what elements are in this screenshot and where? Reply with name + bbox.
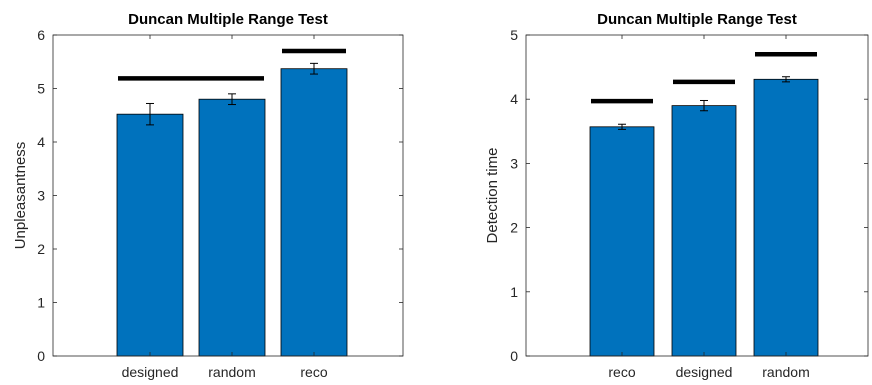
- error-bar-reco: [618, 123, 626, 130]
- unpleasantness-chart: Duncan Multiple Range Test Unpleasantness…: [12, 11, 404, 380]
- y-tick-label: 1: [37, 295, 45, 311]
- y-tick-label: 5: [37, 81, 45, 97]
- x-tick-label-random: random: [762, 364, 809, 380]
- y-axis-label: Detection time: [484, 148, 501, 244]
- x-tick-label-reco: reco: [300, 364, 327, 380]
- y-tick-label: 3: [37, 188, 45, 204]
- bar-reco: [589, 126, 655, 357]
- y-tick-label: 0: [37, 348, 45, 364]
- y-tick-label: 1: [510, 284, 518, 300]
- error-bar-designed: [700, 99, 708, 112]
- bar-random: [753, 78, 819, 357]
- bar-designed: [116, 113, 184, 357]
- error-bar-random: [228, 93, 236, 106]
- y-tick-label: 0: [510, 348, 518, 364]
- bar-random: [198, 98, 266, 357]
- y-tick-label: 2: [37, 241, 45, 257]
- y-tick-label: 3: [510, 155, 518, 171]
- y-axis-label: Unpleasantness: [12, 142, 29, 250]
- chart-title: Duncan Multiple Range Test: [128, 11, 328, 28]
- x-tick-label-designed: designed: [676, 364, 733, 380]
- y-tick-label: 6: [37, 27, 45, 43]
- axes-box: [525, 34, 869, 357]
- y-tick-label: 2: [510, 220, 518, 236]
- y-tick-label: 4: [37, 134, 45, 150]
- x-tick-label-reco: reco: [608, 364, 635, 380]
- x-tick-label-random: random: [208, 364, 255, 380]
- chart-title: Duncan Multiple Range Test: [597, 11, 797, 28]
- error-bar-random: [782, 76, 790, 83]
- error-bar-reco: [310, 62, 318, 75]
- bar-designed: [671, 105, 737, 357]
- bar-reco: [280, 68, 348, 357]
- y-tick-label: 4: [510, 91, 518, 107]
- x-tick-label-designed: designed: [122, 364, 179, 380]
- y-tick-label: 5: [510, 27, 518, 43]
- error-bar-designed: [146, 102, 154, 126]
- detection-time-chart: Duncan Multiple Range Test Detection time…: [484, 11, 869, 380]
